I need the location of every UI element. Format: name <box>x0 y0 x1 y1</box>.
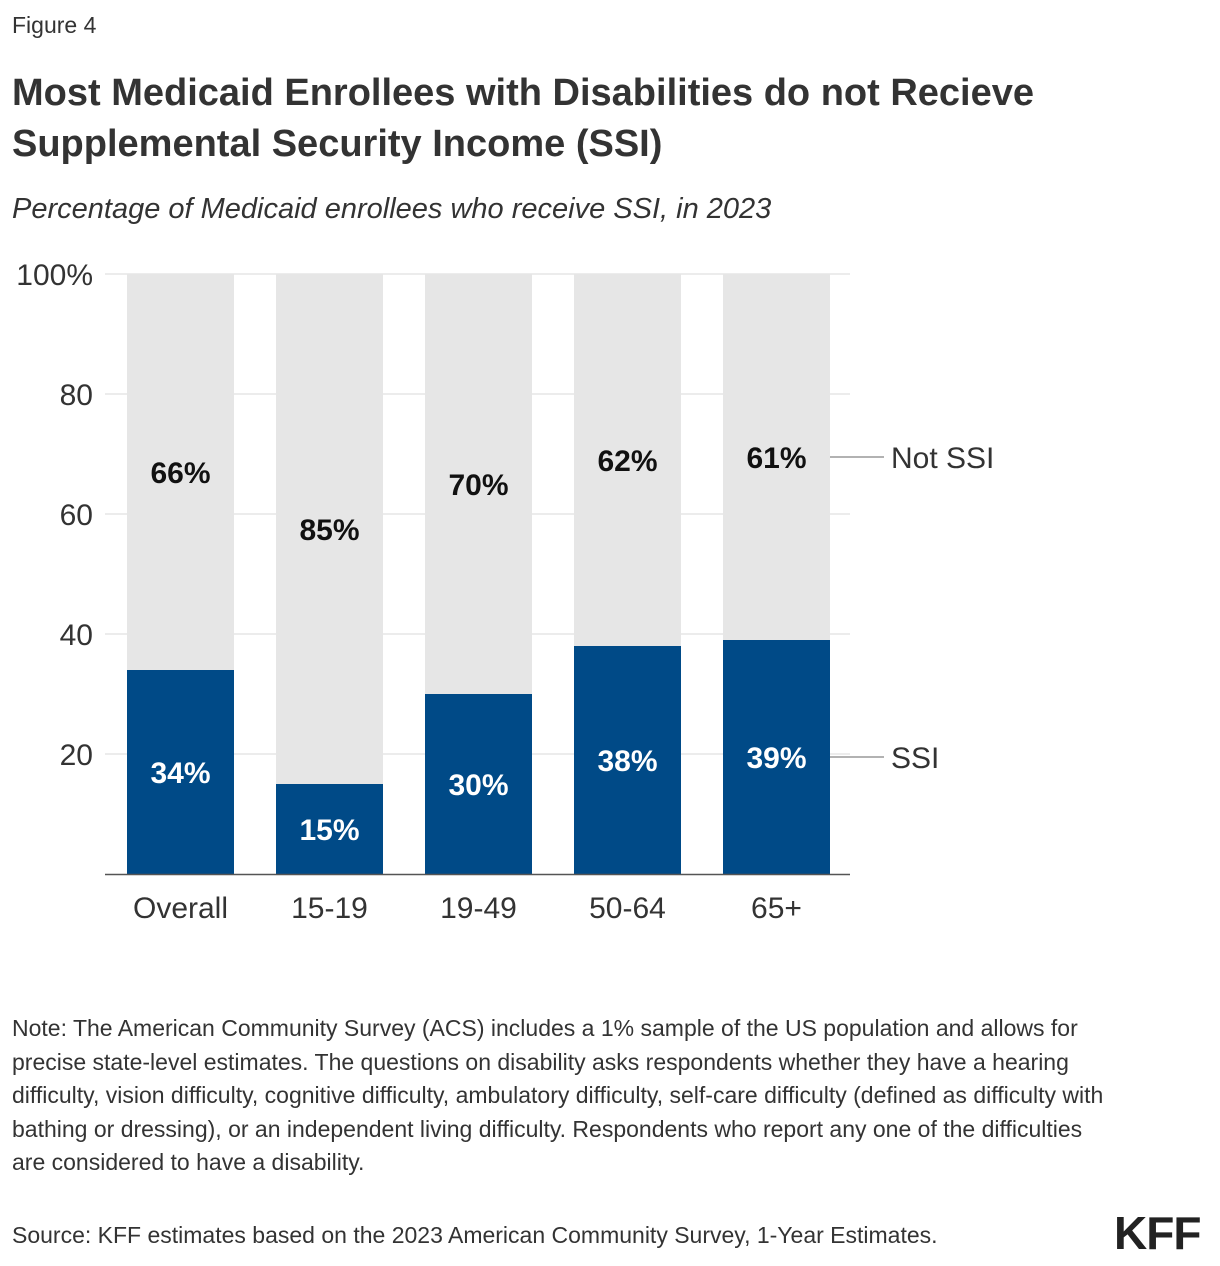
bar-not-ssi <box>127 274 234 670</box>
data-label-not-ssi: 70% <box>448 469 508 502</box>
bar-ssi <box>276 784 383 874</box>
bar-not-ssi <box>276 274 383 784</box>
bar-ssi <box>127 670 234 874</box>
y-tick-label: 40 <box>60 619 93 652</box>
bar-not-ssi <box>723 274 830 640</box>
x-tick-label: 19-49 <box>440 892 517 925</box>
data-label-ssi: 30% <box>448 769 508 802</box>
figure-label: Figure 4 <box>12 12 97 38</box>
data-label-ssi: 15% <box>299 814 359 847</box>
x-tick-label: 15-19 <box>291 892 368 925</box>
y-tick-label: 60 <box>60 499 93 532</box>
data-label-ssi: 38% <box>597 745 657 778</box>
data-label-ssi: 39% <box>746 742 806 775</box>
bar-not-ssi <box>425 274 532 694</box>
bar-ssi <box>723 640 830 874</box>
chart-source: Source: KFF estimates based on the 2023 … <box>12 1222 938 1248</box>
data-label-not-ssi: 66% <box>150 457 210 490</box>
y-tick-label: 20 <box>60 739 93 772</box>
x-tick-label: 65+ <box>751 892 802 925</box>
x-tick-label: 50-64 <box>589 892 666 925</box>
chart-title: Most Medicaid Enrollees with Disabilitie… <box>12 72 1035 165</box>
y-tick-label: 100% <box>16 259 93 292</box>
data-label-not-ssi: 61% <box>746 442 806 475</box>
bar-ssi <box>574 646 681 874</box>
stacked-bar-chart: 20 40 60 80 100% 66% 34% Overall 85% 15% 15-19 70% 3… <box>16 259 994 925</box>
x-tick-label: Overall <box>133 892 228 925</box>
legend-ssi-label: SSI <box>891 742 939 775</box>
data-label-not-ssi: 62% <box>597 445 657 478</box>
chart-note: Note: The American Community Survey (ACS… <box>12 1015 1104 1175</box>
kff-logo: KFF <box>1114 1207 1201 1259</box>
data-label-not-ssi: 85% <box>299 514 359 547</box>
data-label-ssi: 34% <box>150 757 210 790</box>
y-tick-label: 80 <box>60 379 93 412</box>
bar-ssi <box>425 694 532 874</box>
chart-subtitle: Percentage of Medicaid enrollees who rec… <box>12 193 772 225</box>
bar-not-ssi <box>574 274 681 646</box>
legend-not-ssi-label: Not SSI <box>891 442 994 475</box>
